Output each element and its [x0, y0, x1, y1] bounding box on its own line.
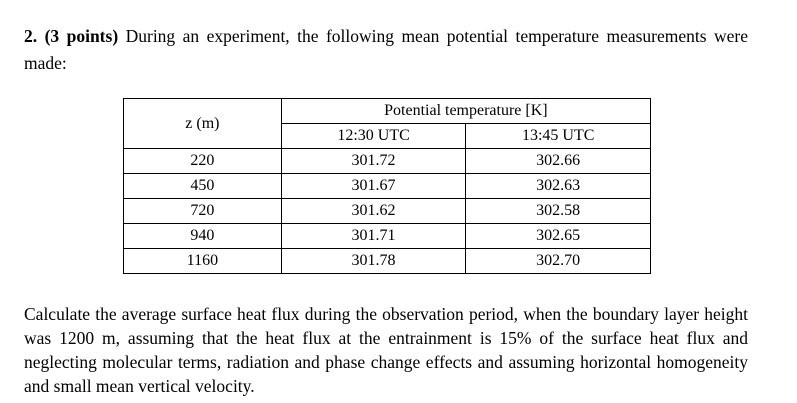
time-header-1345: 13:45 UTC: [465, 123, 651, 149]
theta-1345-cell: 302.63: [465, 173, 651, 199]
question-number: 2.: [24, 26, 38, 46]
table-row: 450 301.67 302.63: [123, 173, 651, 199]
z-column-header: z (m): [123, 98, 282, 149]
theta-1230-cell: 301.62: [280, 198, 467, 224]
potential-temperature-header: Potential temperature [K]: [280, 98, 652, 124]
theta-1345-cell: 302.66: [465, 148, 651, 174]
table-row: 220 301.72 302.66: [123, 148, 651, 174]
task-instructions: Calculate the average surface heat flux …: [24, 304, 748, 396]
question-header: 2. (3 points): [24, 26, 118, 46]
table-subheader-row: 12:30 UTC 13:45 UTC: [124, 123, 651, 149]
theta-1230-cell: 301.67: [280, 173, 467, 199]
question-intro: During an experiment, the following mean…: [24, 26, 749, 73]
table-row: 940 301.71 302.65: [123, 223, 651, 249]
theta-1230-cell: 301.72: [280, 148, 467, 174]
theta-1345-cell: 302.58: [465, 198, 651, 224]
z-cell: 940: [123, 223, 282, 249]
question-points: (3 points): [44, 26, 119, 46]
table-row: 1160 301.78 302.70: [123, 248, 651, 274]
z-cell: 1160: [123, 248, 282, 274]
z-cell: 450: [123, 173, 282, 199]
theta-1230-cell: 301.71: [280, 223, 467, 249]
z-cell: 720: [123, 198, 282, 224]
theta-1345-cell: 302.70: [465, 248, 651, 274]
table-header-row: z (m) Potential temperature [K]: [123, 98, 652, 149]
z-cell: 220: [123, 148, 282, 174]
theta-1345-cell: 302.65: [465, 223, 651, 249]
theta-1230-cell: 301.78: [280, 248, 467, 274]
potential-temperature-table: z (m) Potential temperature [K] 12:30 UT…: [123, 98, 652, 274]
time-header-1230: 12:30 UTC: [280, 123, 467, 149]
question-text: 2. (3 points) During an experiment, the …: [24, 23, 748, 77]
table-row: 720 301.62 302.58: [123, 198, 651, 224]
